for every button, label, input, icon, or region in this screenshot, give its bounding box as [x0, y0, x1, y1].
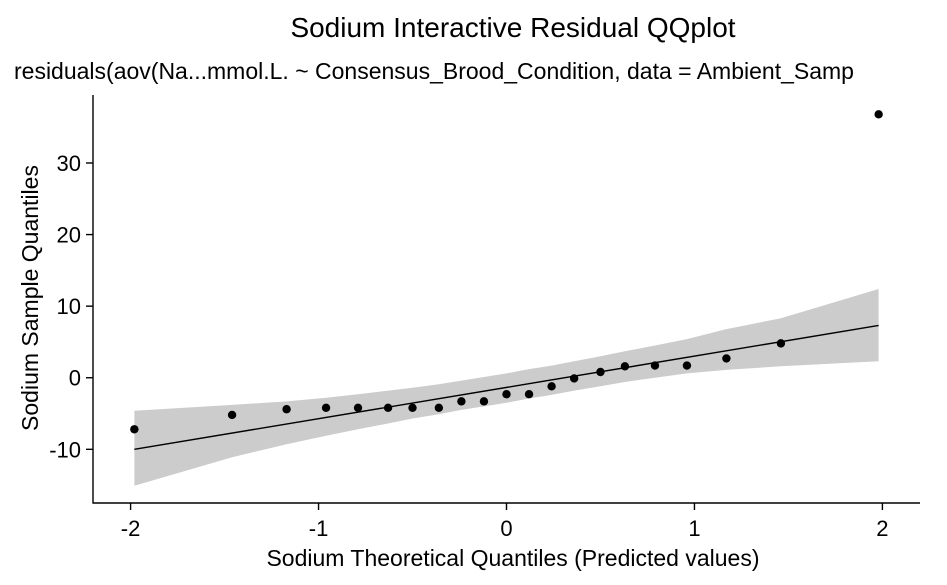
y-tick-label: 20 — [57, 223, 81, 248]
y-tick-label: -10 — [49, 437, 81, 462]
x-tick-label: -2 — [121, 516, 141, 541]
x-axis-title: Sodium Theoretical Quantiles (Predicted … — [266, 545, 759, 571]
data-point — [547, 382, 556, 391]
points-layer — [130, 110, 883, 434]
data-point — [776, 339, 786, 348]
data-point — [321, 403, 331, 412]
data-point — [130, 425, 139, 434]
data-point — [682, 361, 692, 370]
data-point — [620, 362, 630, 371]
x-tick-label: 1 — [688, 516, 700, 541]
data-point — [457, 397, 466, 406]
data-point — [408, 403, 417, 412]
x-tick-label: 0 — [500, 516, 512, 541]
data-point — [227, 410, 237, 420]
data-point — [353, 403, 363, 412]
chart-title: Sodium Interactive Residual QQplot — [290, 12, 735, 43]
reference-line — [134, 324, 879, 451]
data-point — [479, 397, 489, 406]
x-tick-label: -1 — [309, 516, 329, 541]
data-point — [650, 361, 660, 370]
y-tick-label: 0 — [69, 366, 81, 391]
x-tick-label: 2 — [876, 516, 888, 541]
data-point — [524, 390, 534, 399]
data-point — [874, 110, 883, 119]
data-point — [502, 390, 511, 399]
data-point — [569, 374, 579, 383]
data-point — [434, 403, 444, 412]
y-axis-title: Sodium Sample Quantiles — [17, 165, 43, 431]
reference-line-layer — [134, 324, 879, 451]
data-point — [383, 403, 393, 412]
data-point — [722, 354, 731, 363]
data-point — [282, 405, 291, 414]
chart-subtitle: residuals(aov(Na...mmol.L. ~ Consensus_B… — [14, 58, 854, 84]
y-tick-label: 30 — [57, 151, 81, 176]
y-tick-label: 10 — [57, 294, 81, 319]
data-point — [596, 367, 605, 377]
